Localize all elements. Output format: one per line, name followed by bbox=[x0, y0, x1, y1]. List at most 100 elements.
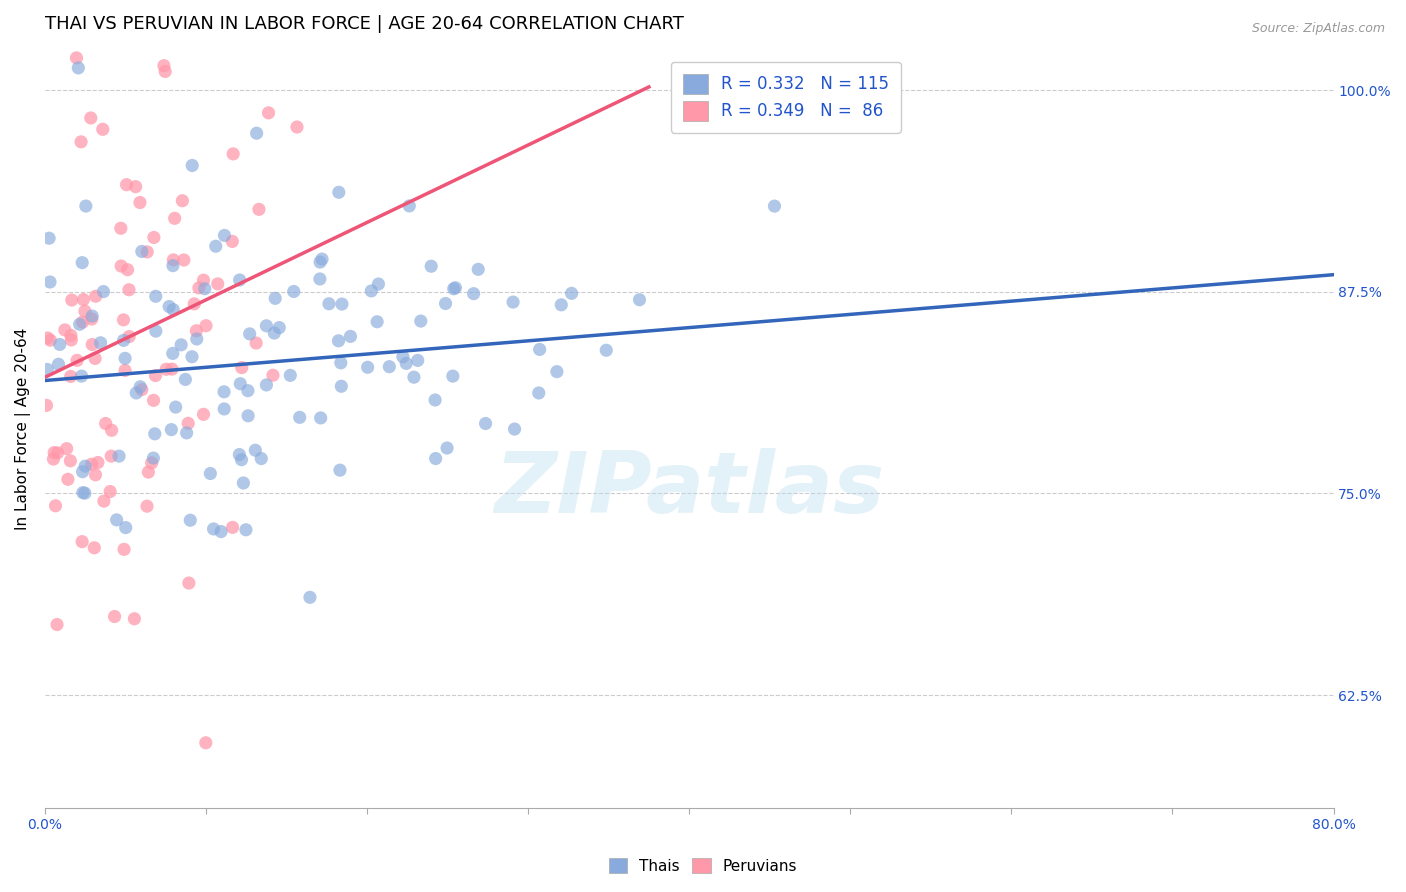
Point bbox=[529, 343, 551, 357]
Point bbox=[250, 451, 273, 466]
Point bbox=[59, 328, 82, 343]
Point bbox=[330, 379, 353, 393]
Point bbox=[131, 244, 153, 259]
Point bbox=[44, 445, 66, 459]
Point bbox=[112, 542, 135, 557]
Point bbox=[228, 273, 250, 287]
Point bbox=[65, 51, 87, 65]
Point bbox=[70, 135, 93, 149]
Point bbox=[103, 609, 125, 624]
Point bbox=[100, 449, 122, 463]
Point bbox=[131, 383, 153, 397]
Point bbox=[254, 378, 277, 392]
Point bbox=[763, 199, 786, 213]
Point bbox=[195, 318, 218, 333]
Point bbox=[163, 211, 186, 226]
Point bbox=[262, 368, 284, 383]
Point bbox=[39, 275, 62, 289]
Point bbox=[80, 111, 103, 125]
Point bbox=[298, 591, 321, 605]
Point bbox=[59, 454, 82, 468]
Point bbox=[143, 426, 166, 441]
Point bbox=[257, 105, 280, 120]
Point bbox=[73, 486, 96, 500]
Point bbox=[67, 61, 90, 75]
Point bbox=[129, 380, 152, 394]
Point bbox=[155, 362, 177, 376]
Point bbox=[245, 443, 267, 458]
Point bbox=[59, 369, 82, 384]
Point bbox=[93, 494, 115, 508]
Point bbox=[138, 465, 160, 479]
Point bbox=[124, 179, 146, 194]
Point bbox=[222, 147, 245, 161]
Point bbox=[173, 253, 195, 268]
Point bbox=[160, 423, 183, 437]
Point bbox=[37, 362, 59, 376]
Point bbox=[425, 451, 447, 466]
Text: THAI VS PERUVIAN IN LABOR FORCE | AGE 20-64 CORRELATION CHART: THAI VS PERUVIAN IN LABOR FORCE | AGE 20… bbox=[45, 15, 683, 33]
Point bbox=[186, 324, 208, 338]
Point bbox=[136, 499, 159, 513]
Point bbox=[42, 452, 65, 467]
Point bbox=[288, 410, 311, 425]
Point bbox=[129, 195, 152, 210]
Point bbox=[70, 369, 93, 384]
Point bbox=[136, 244, 159, 259]
Point bbox=[329, 356, 352, 370]
Point bbox=[550, 298, 572, 312]
Point bbox=[142, 230, 165, 244]
Point bbox=[98, 484, 121, 499]
Point bbox=[269, 320, 291, 334]
Point bbox=[285, 120, 308, 134]
Point bbox=[60, 293, 83, 307]
Point bbox=[165, 400, 187, 414]
Point bbox=[46, 617, 69, 632]
Point bbox=[420, 259, 443, 273]
Point bbox=[84, 467, 107, 482]
Point bbox=[444, 281, 467, 295]
Legend: Thais, Peruvians: Thais, Peruvians bbox=[603, 852, 803, 880]
Point bbox=[398, 199, 420, 213]
Point bbox=[231, 452, 253, 467]
Point bbox=[69, 318, 91, 332]
Point bbox=[170, 338, 193, 352]
Point bbox=[145, 289, 167, 303]
Point bbox=[186, 332, 208, 346]
Point bbox=[318, 297, 340, 311]
Point bbox=[231, 360, 253, 375]
Point bbox=[114, 351, 136, 366]
Point bbox=[309, 411, 332, 425]
Point bbox=[66, 353, 89, 368]
Point bbox=[356, 360, 378, 375]
Point bbox=[177, 417, 200, 431]
Point bbox=[108, 449, 131, 463]
Point bbox=[212, 401, 235, 416]
Point bbox=[200, 467, 222, 481]
Point bbox=[239, 326, 262, 341]
Point bbox=[214, 228, 236, 243]
Point bbox=[49, 337, 72, 351]
Point bbox=[187, 281, 209, 295]
Point bbox=[145, 368, 167, 383]
Point bbox=[366, 315, 388, 329]
Point bbox=[110, 259, 132, 273]
Point bbox=[474, 417, 496, 431]
Point bbox=[153, 64, 176, 78]
Point bbox=[60, 333, 83, 347]
Point bbox=[157, 300, 180, 314]
Point bbox=[145, 324, 167, 338]
Point bbox=[283, 285, 305, 299]
Point bbox=[392, 350, 415, 364]
Point bbox=[117, 262, 139, 277]
Point bbox=[212, 384, 235, 399]
Point bbox=[181, 350, 204, 364]
Point bbox=[246, 126, 269, 140]
Point bbox=[202, 522, 225, 536]
Point bbox=[179, 513, 201, 527]
Point bbox=[142, 451, 165, 466]
Point bbox=[502, 295, 524, 310]
Point bbox=[360, 284, 382, 298]
Point bbox=[75, 459, 97, 474]
Point bbox=[110, 221, 132, 235]
